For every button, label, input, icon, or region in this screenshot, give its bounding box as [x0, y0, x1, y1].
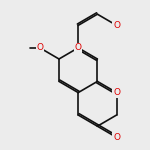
- Text: O: O: [113, 21, 120, 30]
- Text: O: O: [75, 43, 82, 52]
- Text: O: O: [113, 88, 120, 97]
- Text: O: O: [36, 43, 43, 52]
- Text: O: O: [113, 133, 120, 142]
